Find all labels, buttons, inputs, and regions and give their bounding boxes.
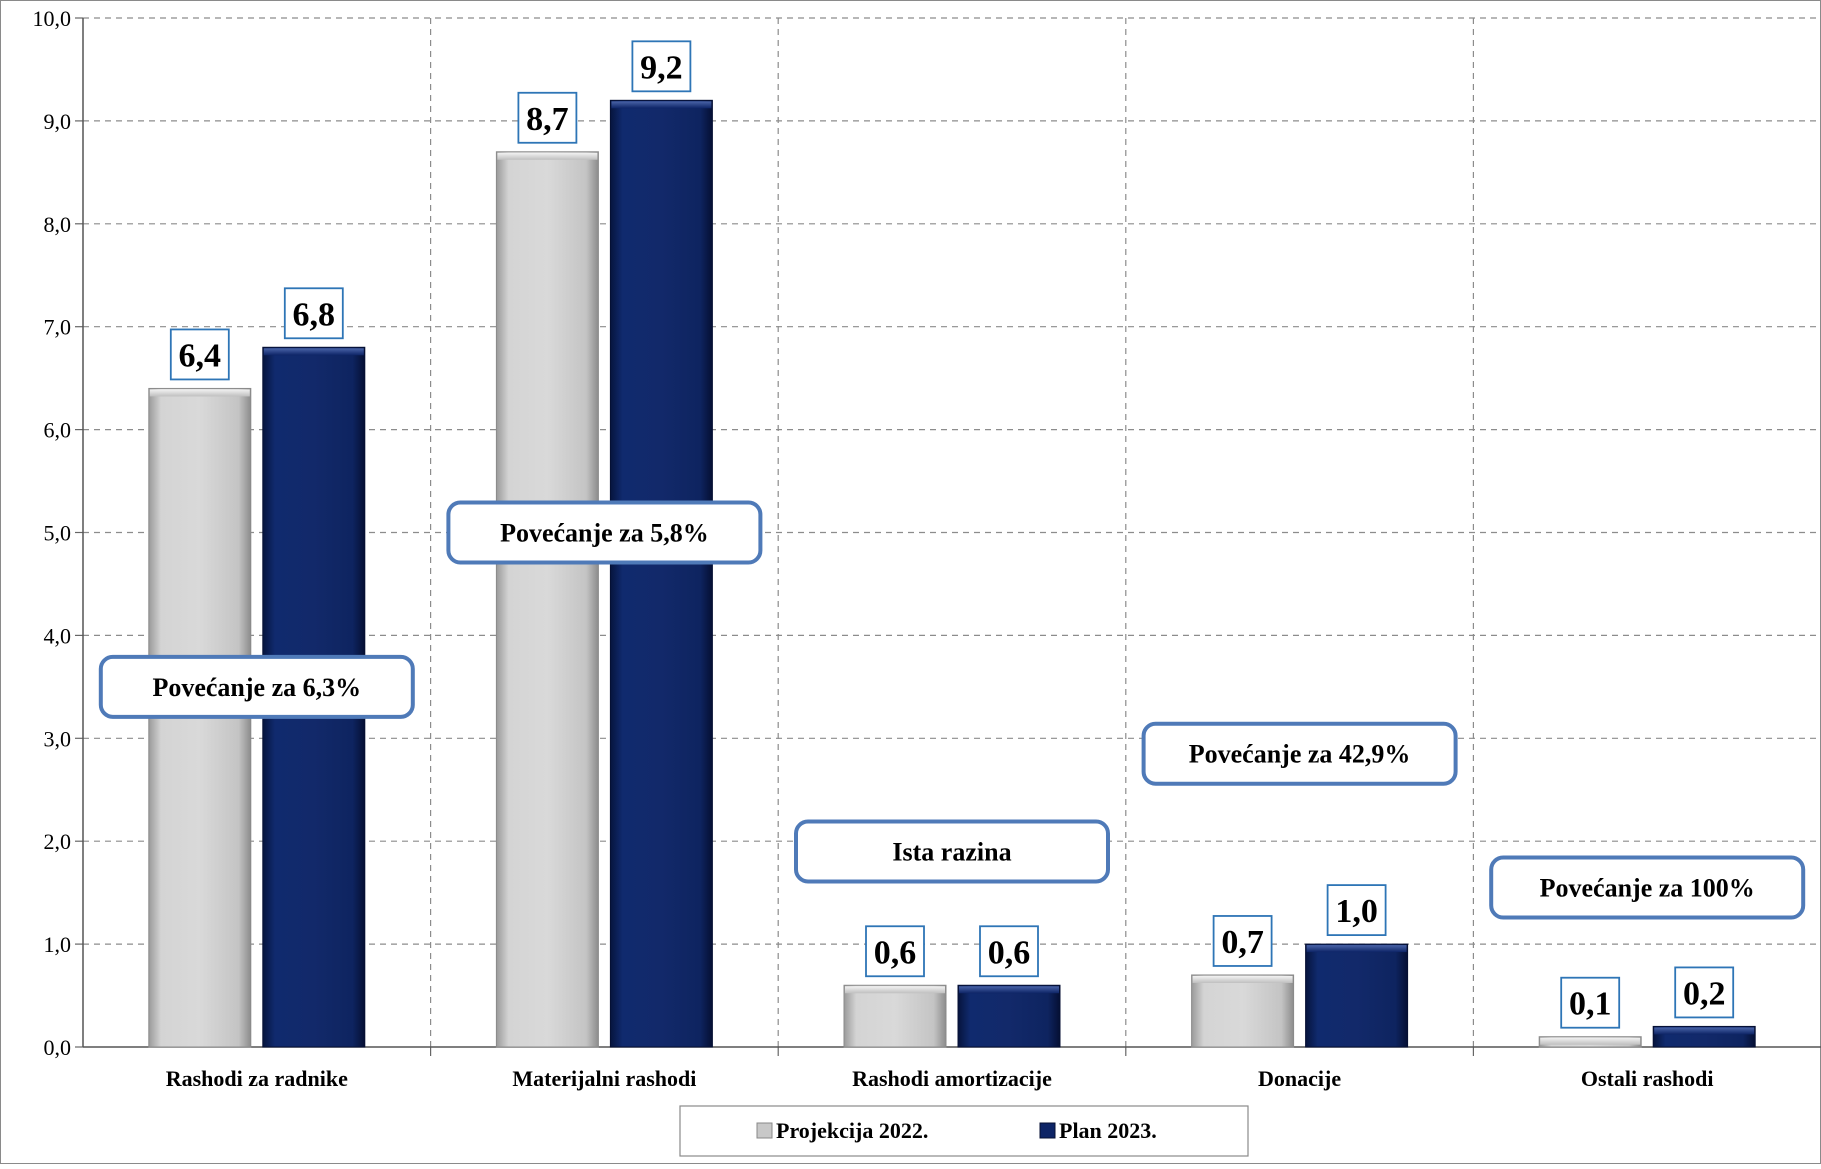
bar-cap — [959, 986, 1059, 993]
y-tick-label: 3,0 — [44, 726, 72, 751]
value-label: 0,6 — [980, 926, 1038, 976]
value-label: 0,1 — [1561, 978, 1619, 1028]
bar-cap — [264, 348, 364, 355]
bar-plan-2023 — [958, 985, 1060, 1047]
y-tick-label: 8,0 — [44, 212, 72, 237]
annotation-callout: Povećanje za 6,3% — [101, 657, 413, 717]
bar-cap — [611, 101, 711, 108]
bar-cap — [1307, 945, 1407, 952]
bar-body — [1192, 975, 1294, 1047]
bar-body — [1306, 944, 1408, 1047]
bar-cap — [1654, 1027, 1754, 1034]
y-tick-label: 6,0 — [44, 418, 72, 443]
value-label-text: 0,2 — [1683, 975, 1726, 1012]
bar-cap — [150, 389, 250, 396]
y-tick-label: 4,0 — [44, 623, 72, 648]
value-label: 0,2 — [1675, 967, 1733, 1017]
y-tick-label: 2,0 — [44, 829, 72, 854]
y-tick-label: 10,0 — [33, 6, 72, 31]
annotation-callout: Povećanje za 5,8% — [448, 503, 760, 563]
y-tick-label: 1,0 — [44, 932, 72, 957]
bar-plan-2023 — [1306, 944, 1408, 1047]
bar-body — [610, 100, 712, 1047]
value-label: 6,4 — [171, 329, 229, 379]
x-tick-label: Materijalni rashodi — [512, 1066, 696, 1091]
value-label-text: 6,4 — [179, 337, 222, 374]
bar-body — [958, 985, 1060, 1047]
legend-label: Projekcija 2022. — [776, 1118, 928, 1143]
value-label-text: 1,0 — [1335, 893, 1378, 930]
value-label: 6,8 — [285, 288, 343, 338]
value-label-text: 0,6 — [874, 934, 917, 971]
value-label-text: 0,1 — [1569, 986, 1612, 1023]
legend-item: Projekcija 2022. — [757, 1118, 928, 1143]
bar-cap — [845, 986, 945, 993]
bar-projekcija-2022 — [1539, 1037, 1641, 1047]
bar-body — [844, 985, 946, 1047]
bar-projekcija-2022 — [844, 985, 946, 1047]
value-label: 8,7 — [518, 93, 576, 143]
bar-body — [496, 152, 598, 1047]
value-label-text: 8,7 — [526, 101, 569, 138]
value-label: 1,0 — [1328, 885, 1386, 935]
x-tick-label: Rashodi za radnike — [166, 1066, 348, 1091]
annotation-text: Povećanje za 42,9% — [1189, 740, 1411, 769]
y-tick-label: 0,0 — [44, 1035, 72, 1060]
x-tick-label: Rashodi amortizacije — [852, 1066, 1052, 1091]
bar-projekcija-2022 — [1192, 975, 1294, 1047]
annotation-text: Ista razina — [892, 837, 1011, 866]
bar-cap — [1540, 1038, 1640, 1045]
annotation-text: Povećanje za 5,8% — [500, 519, 709, 548]
legend-swatch — [757, 1123, 772, 1138]
annotation-callout: Povećanje za 42,9% — [1144, 724, 1456, 784]
bar-cap — [497, 153, 597, 160]
value-label: 0,7 — [1214, 916, 1272, 966]
value-label-text: 0,6 — [988, 934, 1031, 971]
legend-label: Plan 2023. — [1059, 1118, 1157, 1143]
annotation-callout: Povećanje za 100% — [1491, 858, 1803, 918]
value-label: 0,6 — [866, 926, 924, 976]
annotation-text: Povećanje za 100% — [1540, 874, 1755, 903]
value-label-text: 0,7 — [1221, 924, 1264, 961]
bar-plan-2023 — [1653, 1026, 1755, 1047]
y-tick-label: 7,0 — [44, 315, 72, 340]
x-tick-label: Ostali rashodi — [1581, 1066, 1714, 1091]
y-tick-label: 9,0 — [44, 109, 72, 134]
annotation-text: Povećanje za 6,3% — [152, 673, 361, 702]
legend-swatch — [1040, 1123, 1055, 1138]
value-label-text: 6,8 — [293, 296, 336, 333]
annotation-callout: Ista razina — [796, 821, 1108, 881]
bar-plan-2023 — [610, 100, 712, 1047]
bar-projekcija-2022 — [496, 152, 598, 1047]
bar-cap — [1193, 976, 1293, 983]
value-label-text: 9,2 — [640, 49, 683, 86]
value-label: 9,2 — [632, 41, 690, 91]
legend: Projekcija 2022. Plan 2023. — [680, 1106, 1248, 1156]
x-tick-label: Donacije — [1258, 1066, 1341, 1091]
y-tick-label: 5,0 — [44, 521, 72, 546]
